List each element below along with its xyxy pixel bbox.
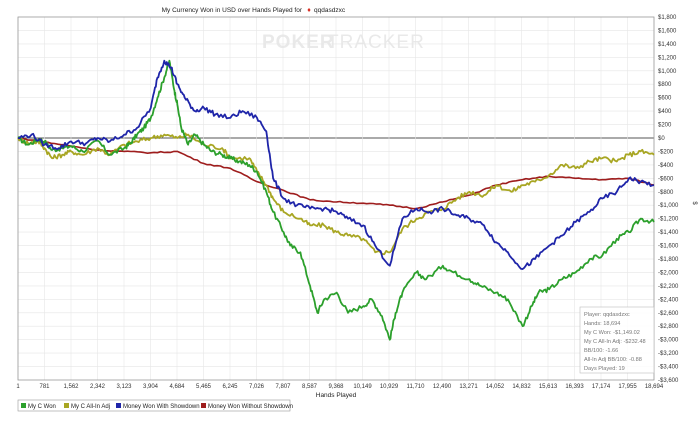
y-tick-label: $0: [658, 136, 665, 142]
y-tick-label: $1,000: [658, 69, 677, 75]
chart-title-text: My Currency Won in USD over Hands Played…: [162, 7, 303, 14]
stats-won: My C Won: -$1,149.02: [584, 330, 640, 336]
stats-hands: Hands: 18,694: [584, 321, 620, 327]
x-tick-label: 8,587: [302, 384, 318, 390]
watermark-tracker: TRACKER: [327, 32, 425, 53]
y-axis: $1,800 $1,600 $1,400 $1,200 $1,000 $800 $600 $4…: [658, 15, 679, 384]
x-tick-label: 15,613: [539, 384, 558, 390]
stats-box-frame: [579, 306, 655, 374]
x-tick-label: 1,562: [63, 384, 79, 390]
y-axis-label: $: [691, 201, 697, 205]
x-tick-label: 17,955: [618, 384, 637, 390]
y-tick-label: -$3,200: [658, 351, 679, 357]
chart-title-player: qqdasdzxc: [314, 7, 346, 14]
x-tick-label: 3,123: [116, 384, 132, 390]
legend-label-all-in-adj: My C All-In Adj: [71, 404, 110, 410]
x-tick-label: 17,174: [592, 384, 611, 390]
series-line-my-c-all-in-adj: [17, 132, 655, 256]
stats-allin: My C All-In Adj: -$232.48: [584, 339, 646, 345]
x-tick-label: 13,271: [459, 384, 478, 390]
watermark-poker: POKER: [262, 32, 335, 53]
x-tick-label: 7,026: [249, 384, 265, 390]
stats-player: Player: qqdasdzxc: [584, 312, 630, 318]
y-tick-label: -$600: [658, 176, 674, 182]
x-tick-label: 781: [39, 384, 50, 390]
x-tick-label: 18,694: [645, 384, 664, 390]
y-tick-label: $1,600: [658, 28, 677, 34]
x-tick-label: 14,832: [512, 384, 531, 390]
plot-frame: [17, 16, 655, 381]
y-tick-label: -$3,400: [658, 365, 679, 371]
series-line-money-won-with-showdown: [17, 59, 655, 271]
chart-title: My Currency Won in USD over Hands Played…: [162, 7, 346, 14]
x-tick-label: 14,052: [486, 384, 505, 390]
x-tick-label: 5,465: [196, 384, 212, 390]
legend-item-without-showdown[interactable]: Money Won Without Showdown: [201, 403, 293, 410]
y-tick-label: -$200: [658, 149, 674, 155]
legend-label-my-c-won: My C Won: [28, 404, 56, 410]
x-tick-label: 12,490: [433, 384, 452, 390]
legend-item-my-c-won[interactable]: My C Won: [21, 403, 56, 410]
y-tick-label: -$2,400: [658, 297, 679, 303]
watermark: POKER TRACKER: [262, 32, 425, 53]
stats-allin-bb100: All-In Adj BB/100: -0.88: [584, 357, 642, 363]
x-tick-label: 11,710: [407, 384, 426, 390]
stats-box: Player: qqdasdzxc Hands: 18,694 My C Won…: [579, 306, 655, 374]
y-tick-label: $200: [658, 123, 672, 129]
y-tick-label: $600: [658, 96, 672, 102]
y-tick-label: $1,800: [658, 15, 677, 21]
y-tick-label: -$1,000: [658, 203, 679, 209]
legend-swatch-without-showdown: [201, 403, 206, 408]
legend: My C Won My C All-In Adj Money Won With …: [17, 399, 293, 412]
y-tick-label: -$2,000: [658, 270, 679, 276]
y-tick-label: -$400: [658, 163, 674, 169]
y-tick-label: -$1,200: [658, 217, 679, 223]
y-tick-label: -$2,800: [658, 324, 679, 330]
legend-swatch-all-in-adj: [64, 403, 69, 408]
x-tick-label: 10,149: [353, 384, 372, 390]
x-tick-label: 7,807: [275, 384, 291, 390]
series-lines: [17, 59, 655, 341]
y-tick-label: -$3,000: [658, 338, 679, 344]
y-tick-label: -$1,800: [658, 257, 679, 263]
legend-swatch-my-c-won: [21, 403, 26, 408]
y-tick-label: $800: [658, 82, 672, 88]
x-axis: 1 781 1,562 2,342 3,123 3,904 4,684 5,465 6,245 7…: [16, 384, 664, 390]
y-tick-label: -$3,600: [658, 378, 679, 384]
y-tick-label: -$800: [658, 190, 674, 196]
y-tick-label: $400: [658, 109, 672, 115]
stats-days: Days Played: 19: [584, 366, 625, 372]
y-tick-label: $1,400: [658, 42, 677, 48]
legend-label-with-showdown: Money Won With Showdown: [123, 404, 200, 410]
legend-item-with-showdown[interactable]: Money Won With Showdown: [116, 403, 200, 410]
legend-label-without-showdown: Money Won Without Showdown: [208, 404, 293, 410]
x-tick-label: 10,929: [380, 384, 399, 390]
x-axis-label: Hands Played: [316, 392, 357, 399]
y-tick-label: -$2,200: [658, 284, 679, 290]
legend-swatch-with-showdown: [116, 403, 121, 408]
grid: [17, 16, 655, 381]
legend-item-all-in-adj[interactable]: My C All-In Adj: [64, 403, 110, 410]
y-tick-label: $1,200: [658, 55, 677, 61]
stats-bb100: BB/100: -1.66: [584, 348, 618, 354]
series-line-my-c-won: [17, 59, 655, 341]
x-tick-label: 1: [16, 384, 20, 390]
poker-chip-icon: ♦: [307, 7, 311, 14]
x-tick-label: 6,245: [222, 384, 238, 390]
x-tick-label: 2,342: [90, 384, 106, 390]
x-tick-label: 4,684: [169, 384, 185, 390]
y-tick-label: -$1,600: [658, 244, 679, 250]
x-tick-label: 3,904: [143, 384, 159, 390]
legend-frame: [17, 399, 291, 412]
x-tick-label: 16,393: [565, 384, 584, 390]
y-tick-label: -$1,400: [658, 230, 679, 236]
y-tick-label: -$2,600: [658, 311, 679, 317]
x-tick-label: 9,368: [328, 384, 344, 390]
